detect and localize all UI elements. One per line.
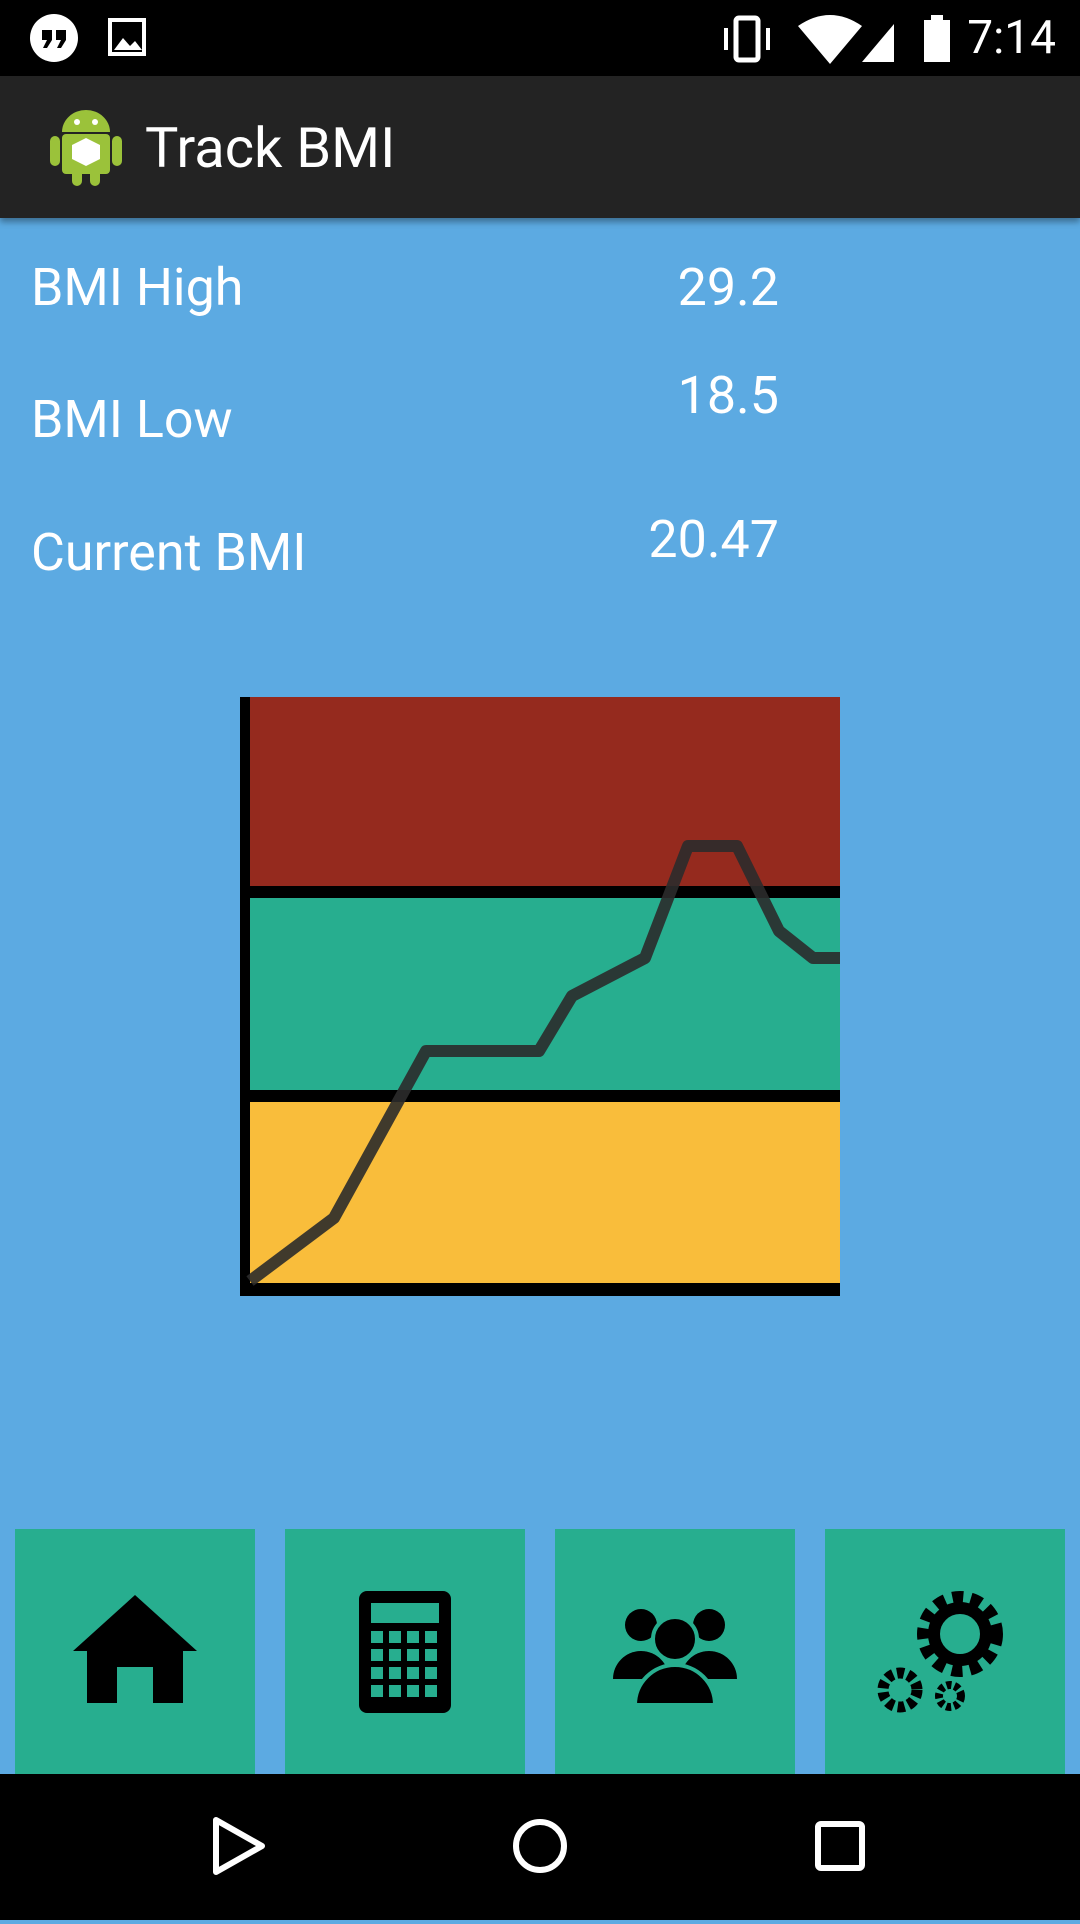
calculator-tab[interactable] [285, 1529, 525, 1774]
home-tab[interactable] [15, 1529, 255, 1774]
calculator-icon [359, 1591, 451, 1713]
community-tab[interactable] [555, 1529, 795, 1774]
stat-value: 29.2 [677, 257, 779, 318]
bmi-illustration [240, 697, 840, 1296]
stat-label: Current BMI [31, 522, 307, 583]
stat-value: 18.5 [677, 365, 779, 426]
settings-icon [877, 1591, 1003, 1713]
app-icon [50, 110, 122, 186]
navigation-bar [0, 1774, 1080, 1920]
stat-label: BMI Low [31, 389, 233, 450]
stat-value: 20.47 [648, 509, 779, 570]
notification-icons [30, 14, 146, 62]
system-icons [724, 15, 950, 64]
group-icon [613, 1609, 737, 1707]
home-button[interactable] [513, 1819, 567, 1873]
clock: 7:14 [967, 11, 1056, 65]
back-button[interactable] [213, 1817, 265, 1875]
app-bar: Track BMI [0, 76, 1080, 218]
settings-tab[interactable] [825, 1529, 1065, 1774]
home-icon [73, 1595, 197, 1703]
stat-label: BMI High [31, 257, 244, 318]
status-bar: 7:14 [0, 0, 1080, 76]
app-title: Track BMI [145, 115, 396, 181]
nav-buttons [213, 1817, 865, 1875]
recents-button[interactable] [815, 1821, 865, 1871]
